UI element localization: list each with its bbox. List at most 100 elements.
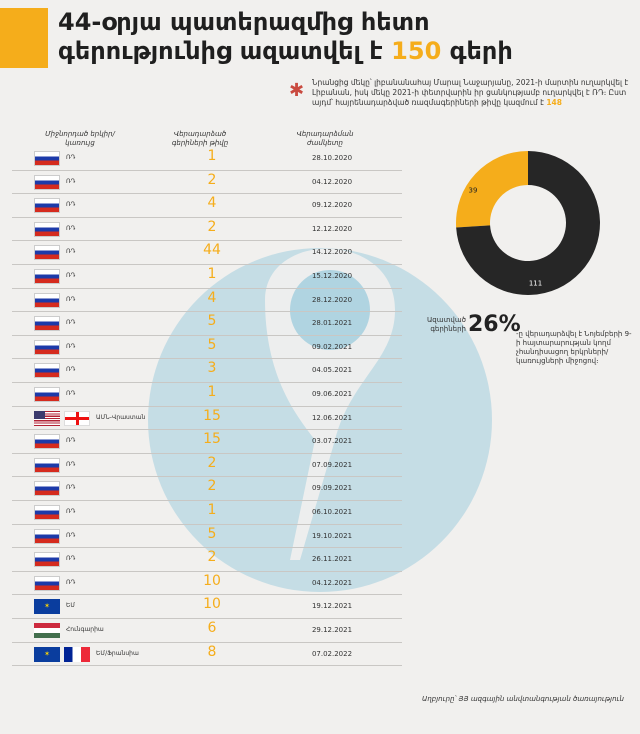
flag-ru-icon <box>34 387 60 402</box>
table-row: ՌԴ 2 07.09.2021 <box>12 454 402 478</box>
row-count: 1 <box>207 384 217 400</box>
title-line-2: գերությունից ազատվել է 150 գերի <box>58 37 618 66</box>
flags <box>34 528 60 544</box>
row-country: ՌԴ <box>66 154 76 161</box>
flags <box>34 387 60 402</box>
row-count: 15 <box>203 431 221 448</box>
title-prefix: գերությունից ազատվել է <box>58 37 392 65</box>
flags <box>34 151 60 166</box>
flag-ru-icon <box>34 292 60 308</box>
flag-eu-icon: ✶ <box>34 646 60 662</box>
flags <box>34 410 90 426</box>
page-title: 44-օրյա պատերազմից հետո գերությունից ազա… <box>58 8 618 66</box>
flags <box>34 198 60 214</box>
flags <box>34 174 60 190</box>
flag-ru-icon <box>34 434 60 450</box>
row-date: 19.12.2021 <box>311 602 353 611</box>
row-count: 2 <box>207 454 217 471</box>
title-number: 150 <box>391 37 442 65</box>
row-count: 2 <box>207 478 217 495</box>
row-count: 5 <box>207 336 217 353</box>
title-suffix: գերի <box>441 37 513 65</box>
row-count: 8 <box>207 643 217 660</box>
row-count: 3 <box>207 360 217 377</box>
flag-ru-icon <box>34 363 60 379</box>
flag-ru-icon <box>34 221 60 237</box>
flags <box>34 316 60 332</box>
flag-ru-icon <box>34 339 60 355</box>
row-count: 5 <box>207 525 217 542</box>
donut-chart: 39 111 <box>456 151 600 295</box>
row-country: Հունգարիա <box>66 626 104 633</box>
title-line-1: 44-օրյա պատերազմից հետո <box>58 8 430 36</box>
donut-slice-0 <box>456 151 528 228</box>
row-country: ՌԴ <box>66 272 76 279</box>
flag-ru-icon <box>34 505 60 520</box>
row-count: 4 <box>207 195 217 212</box>
row-country: ՌԴ <box>66 531 76 539</box>
flag-ru-icon <box>34 198 60 214</box>
donut-label-1: 111 <box>529 280 542 288</box>
row-date: 12.06.2021 <box>311 413 353 422</box>
row-country: ՌԴ <box>66 390 76 397</box>
row-country: ՌԴ <box>66 508 76 515</box>
row-date: 28.10.2020 <box>311 154 353 162</box>
row-count: 5 <box>207 313 217 330</box>
row-date: 15.12.2020 <box>311 272 353 280</box>
source-note: Աղբյուրը՝ ՅՅ ազգային անվտանգության ծառայ… <box>422 695 624 703</box>
table-row: ՌԴ 2 12.12.2020 <box>12 218 402 242</box>
flag-ru-icon <box>34 245 60 261</box>
table-row: ՌԴ 44 14.12.2020 <box>12 241 402 265</box>
table-row: ՌԴ 1 15.12.2020 <box>12 265 402 289</box>
row-country: ՌԴ <box>66 484 76 492</box>
footnote: Նրանցից մեկը՝ լիբանանահայ Մարալ Նաջարյան… <box>312 78 632 108</box>
flag-ru-icon <box>34 481 60 497</box>
stat-right-text: -ը վերադարձվել է Նոյեմբերի 9-ի հայտարարո… <box>516 330 632 365</box>
row-date: 06.10.2021 <box>311 508 353 516</box>
row-country: ՌԴ <box>66 555 76 563</box>
row-count: 1 <box>207 502 217 518</box>
column-date: Վերադարձման ժամկետը <box>296 130 354 147</box>
flags <box>34 457 60 473</box>
row-count: 4 <box>207 289 217 306</box>
table-row: ✶ ԵՄ 10 19.12.2021 <box>12 595 402 619</box>
row-count: 2 <box>207 218 217 235</box>
table-row: ՌԴ 5 28.01.2021 <box>12 312 402 336</box>
row-date: 28.12.2020 <box>311 295 353 304</box>
flag-ru-icon <box>34 552 60 568</box>
table-row: ՌԴ 5 19.10.2021 <box>12 525 402 549</box>
row-country: ՌԴ <box>66 177 76 185</box>
row-country: ՌԴ <box>66 201 76 209</box>
row-date: 07.02.2022 <box>311 649 353 658</box>
flag-ru-icon <box>34 528 60 544</box>
row-date: 14.12.2020 <box>311 248 353 257</box>
row-country: ԱՄՆ-Վրաստան <box>96 413 146 421</box>
flags: ✶ <box>34 599 60 615</box>
row-date: 12.12.2020 <box>311 224 353 233</box>
table-row: ՌԴ 15 03.07.2021 <box>12 430 402 454</box>
stat-percent: 26% <box>468 312 521 337</box>
column-country: Միջնորդած երկիր/կառույց <box>45 130 115 147</box>
flags <box>34 552 60 568</box>
table-row: ՌԴ 10 04.12.2021 <box>12 572 402 596</box>
row-country: ԵՄ <box>66 602 76 610</box>
row-date: 04.12.2020 <box>311 177 353 186</box>
row-country: ՌԴ <box>66 437 76 445</box>
row-date: 09.06.2021 <box>311 390 353 398</box>
flags <box>34 269 60 284</box>
row-count: 10 <box>203 572 221 589</box>
table-row: ՌԴ 2 09.09.2021 <box>12 477 402 501</box>
flags <box>34 292 60 308</box>
flags <box>34 575 60 591</box>
row-date: 19.10.2021 <box>311 531 353 540</box>
row-date: 07.09.2021 <box>311 460 353 469</box>
footnote-text: Նրանցից մեկը՝ լիբանանահայ Մարալ Նաջարյան… <box>312 78 629 107</box>
row-count: 15 <box>203 407 221 424</box>
row-date: 09.12.2020 <box>311 201 353 210</box>
flags <box>34 623 60 638</box>
table-row: ՌԴ 4 09.12.2020 <box>12 194 402 218</box>
row-count: 44 <box>203 242 221 259</box>
row-count: 1 <box>207 266 217 282</box>
column-count: Վերադարձած գերիների թիվը <box>171 130 229 147</box>
